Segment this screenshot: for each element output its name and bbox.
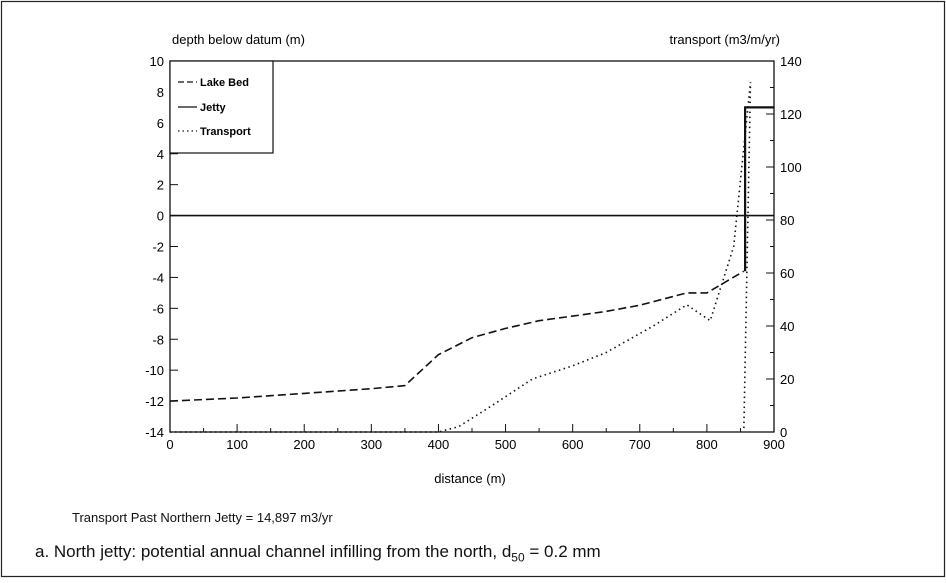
y-right-axis-title: transport (m3/m/yr) xyxy=(669,32,780,47)
x-tick-label: 400 xyxy=(428,437,450,452)
y-left-tick-label: -12 xyxy=(145,394,164,409)
x-tick-label: 300 xyxy=(360,437,382,452)
x-tick-label: 100 xyxy=(226,437,248,452)
legend-label-jetty: Jetty xyxy=(200,102,227,114)
y-right-tick-label: 20 xyxy=(780,372,794,387)
x-tick-label: 700 xyxy=(629,437,651,452)
y-left-tick-label: -8 xyxy=(152,332,164,347)
x-axis-title: distance (m) xyxy=(434,471,506,486)
x-tick-label: 800 xyxy=(696,437,718,452)
legend-label-transport: Transport xyxy=(200,126,251,138)
legend: Lake Bed Jetty Transport xyxy=(169,60,274,154)
figure-caption: a. North jetty: potential annual channel… xyxy=(35,542,601,564)
y-right-tick-label: 100 xyxy=(780,160,802,175)
x-tick-label: 500 xyxy=(495,437,517,452)
y-right-tick-label: 80 xyxy=(780,213,794,228)
series-lake-bed-line xyxy=(169,270,745,402)
y-right-tick-label: 120 xyxy=(780,107,802,122)
x-tick-label: 200 xyxy=(293,437,315,452)
y-left-tick-label: -4 xyxy=(152,270,164,285)
caption-suffix: = 0.2 mm xyxy=(524,542,601,561)
x-tick-label: 900 xyxy=(763,437,785,452)
y-right-tick-label: 60 xyxy=(780,266,794,281)
y-left-tick-label: -6 xyxy=(152,301,164,316)
y-left-tick-label: -10 xyxy=(145,363,164,378)
axis-ticks: 0 100 200 300 400 500 600 700 800 9001086420-2-4-… xyxy=(145,54,802,452)
series-jetty-line xyxy=(743,106,774,272)
series-layer xyxy=(169,82,774,433)
y-left-axis-title: depth below datum (m) xyxy=(172,32,305,47)
caption-subscript: 50 xyxy=(511,550,525,565)
y-right-tick-label: 0 xyxy=(780,425,787,440)
x-tick-label: 600 xyxy=(562,437,584,452)
y-left-tick-label: -14 xyxy=(145,425,164,440)
y-left-tick-label: 2 xyxy=(157,178,164,193)
y-left-tick-label: 8 xyxy=(157,85,164,100)
legend-label-lake-bed: Lake Bed xyxy=(200,77,249,89)
y-left-tick-label: 4 xyxy=(157,147,164,162)
y-left-tick-label: -2 xyxy=(152,240,164,255)
y-left-tick-label: 0 xyxy=(157,209,164,224)
caption-prefix: a. North jetty: potential annual channel… xyxy=(35,542,512,561)
y-right-tick-label: 40 xyxy=(780,319,794,334)
x-tick-label: 0 xyxy=(166,437,173,452)
y-right-tick-label: 140 xyxy=(780,54,802,69)
transport-summary: Transport Past Northern Jetty = 14,897 m… xyxy=(72,510,333,525)
y-left-tick-label: 10 xyxy=(150,54,164,69)
y-left-tick-label: 6 xyxy=(157,116,164,131)
